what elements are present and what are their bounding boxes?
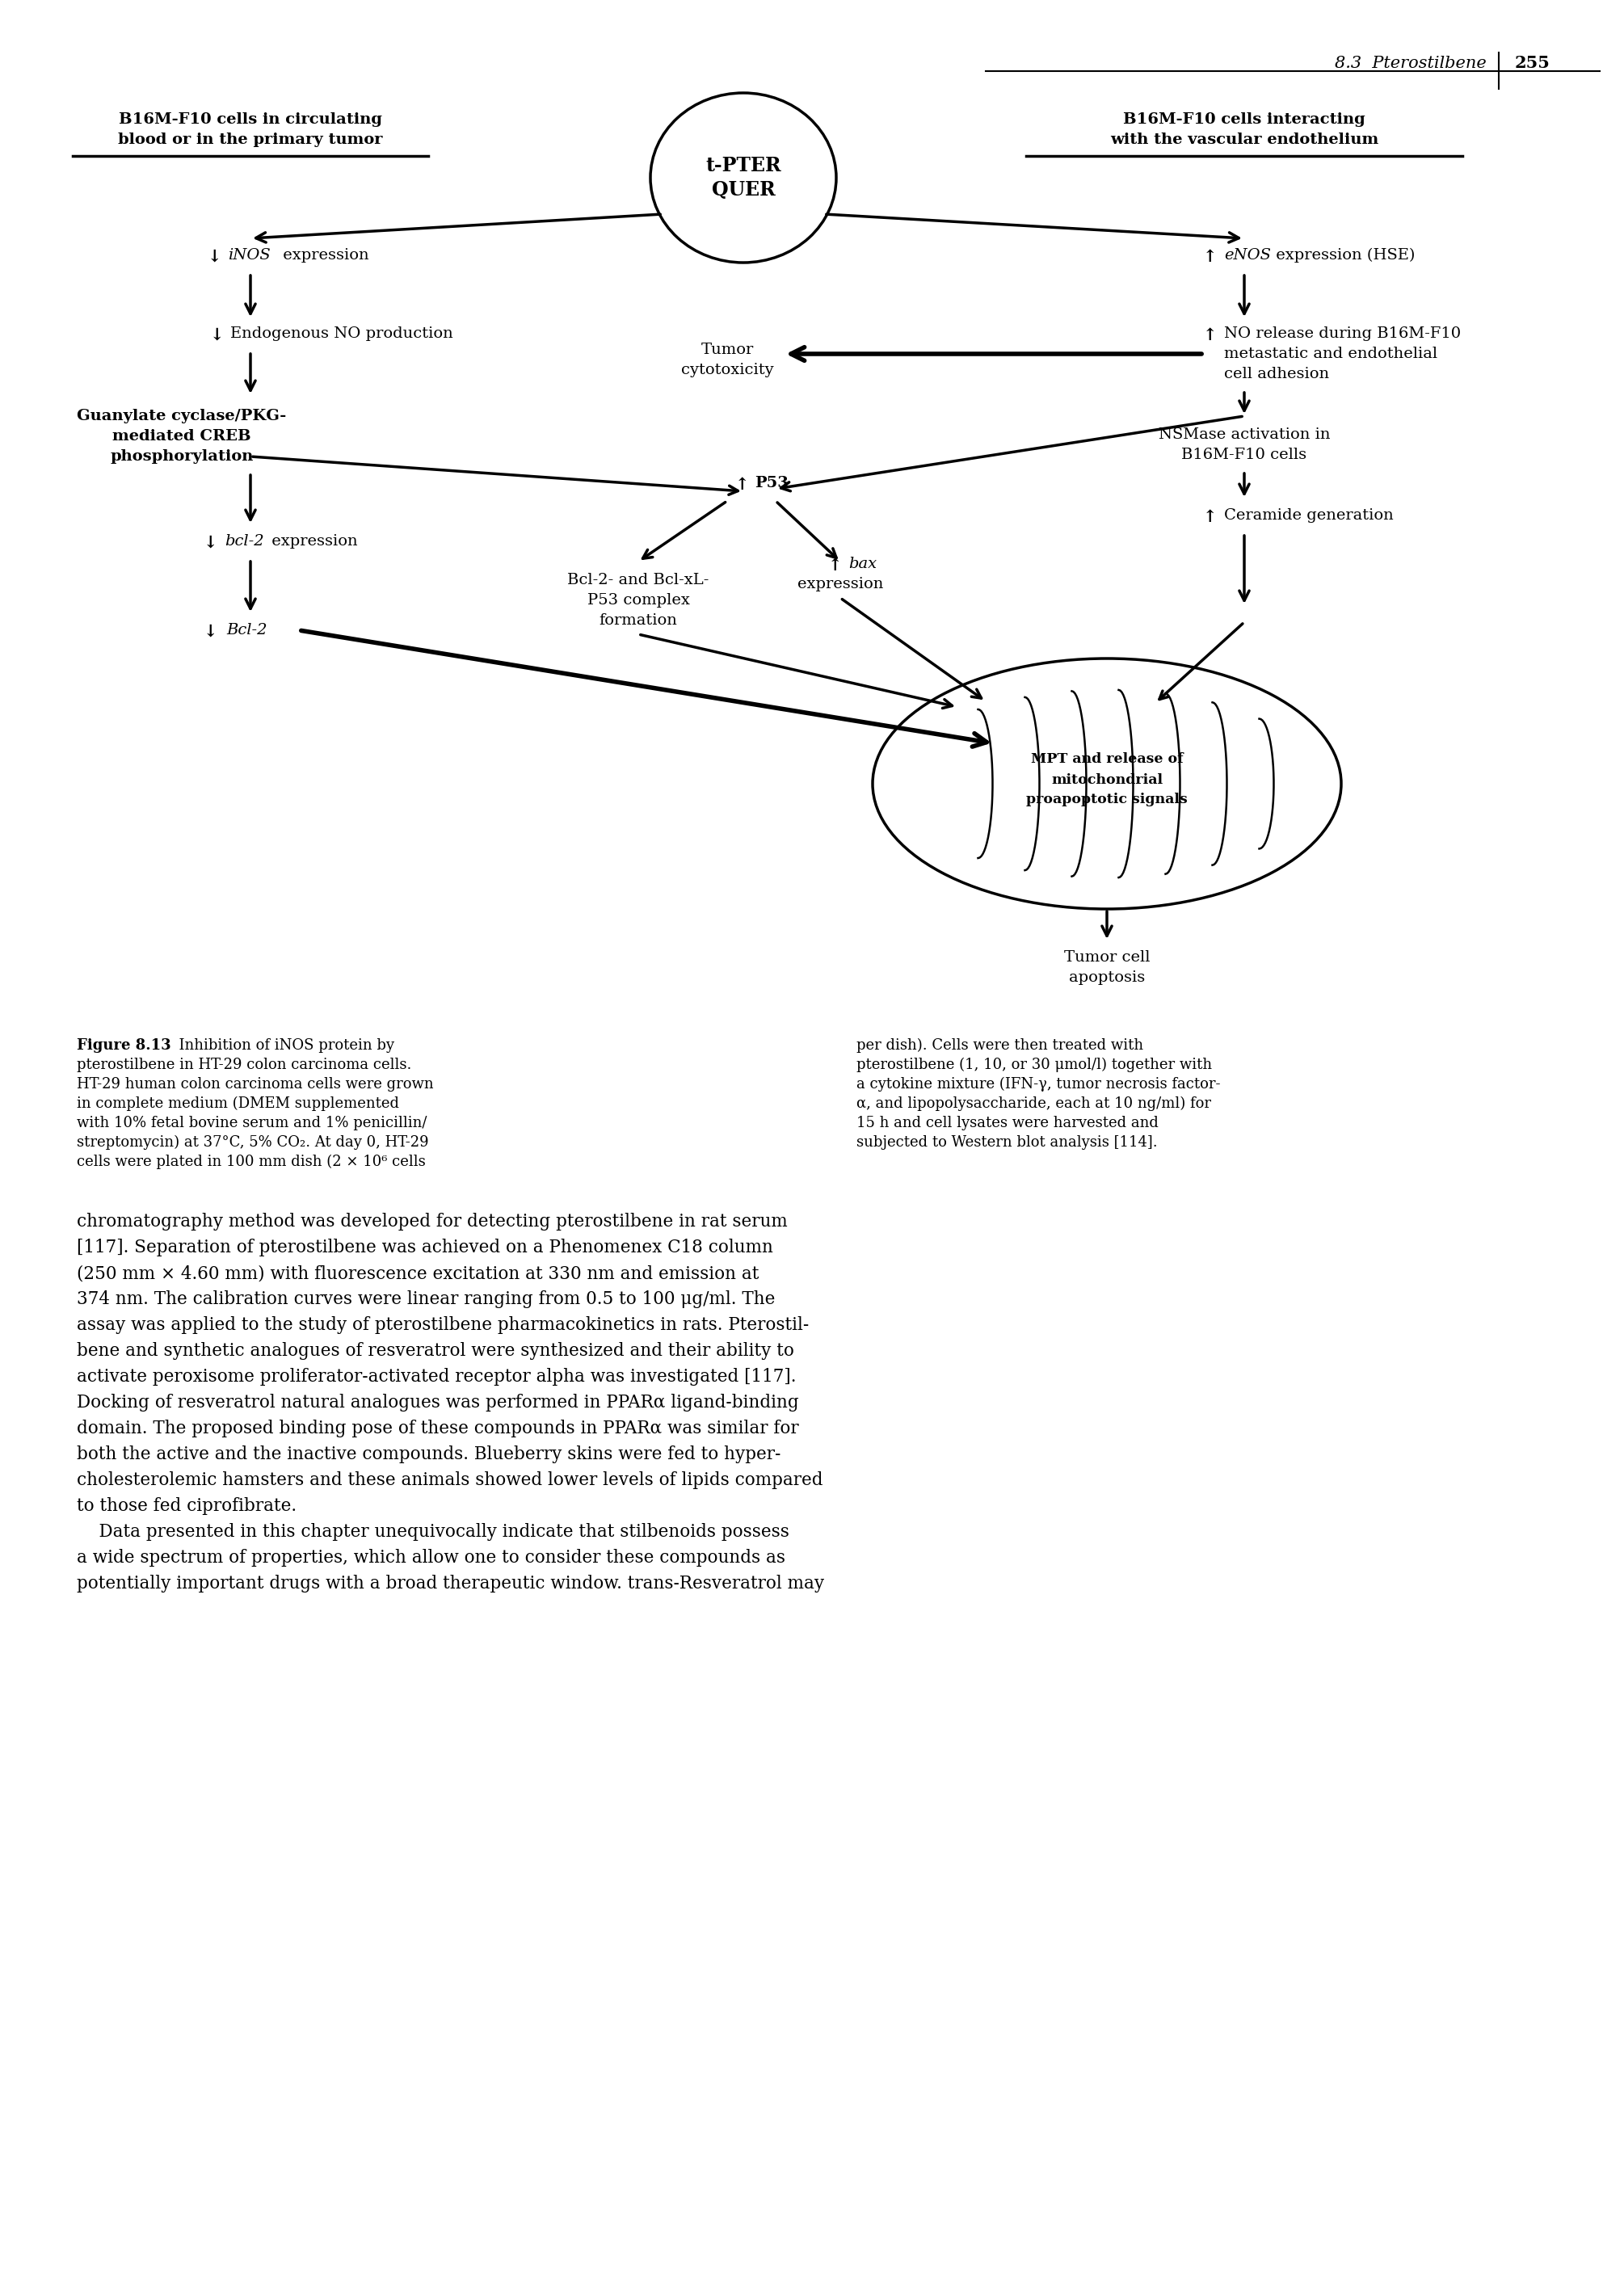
Text: Bcl-2: Bcl-2 (226, 623, 266, 639)
Text: Docking of resveratrol natural analogues was performed in PPARα ligand-binding: Docking of resveratrol natural analogues… (76, 1394, 799, 1412)
Text: (250 mm × 4.60 mm) with fluorescence excitation at 330 nm and emission at: (250 mm × 4.60 mm) with fluorescence exc… (76, 1264, 758, 1282)
Text: expression: expression (797, 577, 883, 591)
Text: per dish). Cells were then treated with: per dish). Cells were then treated with (856, 1039, 1143, 1053)
Text: activate peroxisome proliferator-activated receptor alpha was investigated [117]: activate peroxisome proliferator-activat… (76, 1369, 796, 1385)
Text: proapoptotic signals: proapoptotic signals (1026, 792, 1187, 806)
Text: t-PTER: t-PTER (705, 156, 781, 176)
Text: cholesterolemic hamsters and these animals showed lower levels of lipids compare: cholesterolemic hamsters and these anima… (76, 1472, 823, 1490)
Text: 255: 255 (1515, 55, 1551, 71)
Text: apoptosis: apoptosis (1069, 971, 1145, 984)
Text: ↑: ↑ (734, 476, 749, 492)
Text: cells were plated in 100 mm dish (2 × 10⁶ cells: cells were plated in 100 mm dish (2 × 10… (76, 1154, 425, 1170)
Text: expression: expression (266, 533, 357, 549)
Text: cytotoxicity: cytotoxicity (680, 362, 773, 378)
Text: potentially important drugs with a broad therapeutic window. trans-Resveratrol m: potentially important drugs with a broad… (76, 1575, 825, 1593)
Text: Tumor cell: Tumor cell (1064, 950, 1150, 964)
Text: bene and synthetic analogues of resveratrol were synthesized and their ability t: bene and synthetic analogues of resverat… (76, 1341, 794, 1360)
Text: ↓: ↓ (206, 250, 221, 266)
Text: Data presented in this chapter unequivocally indicate that stilbenoids possess: Data presented in this chapter unequivoc… (76, 1522, 789, 1540)
Text: MPT and release of: MPT and release of (1031, 753, 1184, 767)
Text: with the vascular endothelium: with the vascular endothelium (1111, 133, 1379, 146)
Text: with 10% fetal bovine serum and 1% penicillin/: with 10% fetal bovine serum and 1% penic… (76, 1115, 427, 1131)
Text: B16M-F10 cells in circulating: B16M-F10 cells in circulating (119, 112, 382, 126)
Text: NO release during B16M-F10: NO release during B16M-F10 (1224, 327, 1462, 341)
Text: ↑: ↑ (1202, 508, 1216, 524)
Text: assay was applied to the study of pterostilbene pharmacokinetics in rats. Pteros: assay was applied to the study of pteros… (76, 1316, 809, 1334)
Text: ↓: ↓ (203, 625, 218, 641)
Text: metastatic and endothelial: metastatic and endothelial (1224, 346, 1437, 362)
Text: in complete medium (DMEM supplemented: in complete medium (DMEM supplemented (76, 1096, 400, 1110)
Text: ↓: ↓ (209, 327, 224, 343)
Text: mediated CREB: mediated CREB (112, 428, 252, 444)
Text: Guanylate cyclase/PKG-: Guanylate cyclase/PKG- (76, 410, 286, 423)
Text: 8.3  Pterostilbene: 8.3 Pterostilbene (1335, 55, 1486, 71)
Text: phosphorylation: phosphorylation (110, 449, 253, 465)
Text: B16M-F10 cells interacting: B16M-F10 cells interacting (1124, 112, 1366, 126)
Text: [117]. Separation of pterostilbene was achieved on a Phenomenex C18 column: [117]. Separation of pterostilbene was a… (76, 1238, 773, 1257)
Text: bcl-2: bcl-2 (224, 533, 263, 549)
Text: mitochondrial: mitochondrial (1051, 774, 1163, 787)
Text: P53 complex: P53 complex (586, 593, 690, 607)
Text: P53: P53 (755, 476, 789, 490)
Text: subjected to Western blot analysis [114].: subjected to Western blot analysis [114]… (856, 1135, 1158, 1149)
Text: a cytokine mixture (IFN-γ, tumor necrosis factor-: a cytokine mixture (IFN-γ, tumor necrosi… (856, 1078, 1220, 1092)
Text: α, and lipopolysaccharide, each at 10 ng/ml) for: α, and lipopolysaccharide, each at 10 ng… (856, 1096, 1212, 1110)
Text: Bcl-2- and Bcl-xL-: Bcl-2- and Bcl-xL- (567, 572, 710, 588)
Text: Endogenous NO production: Endogenous NO production (231, 327, 453, 341)
Text: expression: expression (278, 247, 369, 263)
Text: ↑: ↑ (828, 559, 841, 575)
Text: eNOS: eNOS (1224, 247, 1272, 263)
Text: expression (HSE): expression (HSE) (1272, 247, 1415, 263)
Text: B16M-F10 cells: B16M-F10 cells (1182, 449, 1307, 462)
Text: both the active and the inactive compounds. Blueberry skins were fed to hyper-: both the active and the inactive compoun… (76, 1444, 781, 1463)
Text: bax: bax (848, 556, 877, 572)
Text: NSMase activation in: NSMase activation in (1158, 428, 1330, 442)
Text: Inhibition of iNOS protein by: Inhibition of iNOS protein by (169, 1039, 395, 1053)
Text: iNOS: iNOS (227, 247, 271, 263)
Text: formation: formation (599, 613, 677, 627)
Text: chromatography method was developed for detecting pterostilbene in rat serum: chromatography method was developed for … (76, 1213, 788, 1231)
Text: ↑: ↑ (1202, 250, 1216, 266)
Text: cell adhesion: cell adhesion (1224, 366, 1328, 382)
Text: pterostilbene in HT-29 colon carcinoma cells.: pterostilbene in HT-29 colon carcinoma c… (76, 1058, 411, 1071)
Text: to those fed ciprofibrate.: to those fed ciprofibrate. (76, 1497, 297, 1515)
Text: ↓: ↓ (203, 536, 218, 552)
Text: QUER: QUER (711, 181, 775, 199)
Text: blood or in the primary tumor: blood or in the primary tumor (119, 133, 383, 146)
Text: a wide spectrum of properties, which allow one to consider these compounds as: a wide spectrum of properties, which all… (76, 1550, 786, 1566)
Text: Figure 8.13: Figure 8.13 (76, 1039, 171, 1053)
Text: 15 h and cell lysates were harvested and: 15 h and cell lysates were harvested and (856, 1115, 1158, 1131)
Ellipse shape (874, 659, 1340, 906)
Text: pterostilbene (1, 10, or 30 μmol/l) together with: pterostilbene (1, 10, or 30 μmol/l) toge… (856, 1058, 1212, 1071)
Text: streptomycin) at 37°C, 5% CO₂. At day 0, HT-29: streptomycin) at 37°C, 5% CO₂. At day 0,… (76, 1135, 429, 1149)
Text: 374 nm. The calibration curves were linear ranging from 0.5 to 100 μg/ml. The: 374 nm. The calibration curves were line… (76, 1291, 775, 1307)
Text: domain. The proposed binding pose of these compounds in PPARα was similar for: domain. The proposed binding pose of the… (76, 1419, 799, 1437)
Text: ↑: ↑ (1202, 327, 1216, 343)
Text: Tumor: Tumor (702, 343, 754, 357)
Text: Ceramide generation: Ceramide generation (1224, 508, 1393, 522)
Text: HT-29 human colon carcinoma cells were grown: HT-29 human colon carcinoma cells were g… (76, 1078, 434, 1092)
